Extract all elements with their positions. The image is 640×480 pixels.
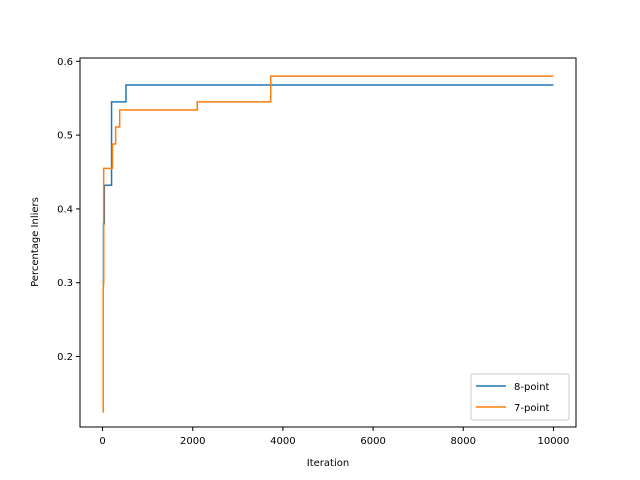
x-tick-label: 4000 bbox=[270, 436, 295, 447]
plot-lines bbox=[102, 75, 554, 413]
x-tick-label: 8000 bbox=[451, 436, 476, 447]
x-tick-label: 0 bbox=[99, 436, 105, 447]
x-tick-label: 10000 bbox=[538, 436, 570, 447]
y-tick-label: 0.3 bbox=[57, 278, 73, 289]
y-tick-label: 0.6 bbox=[57, 57, 73, 68]
legend: 8-point 7-point bbox=[470, 373, 570, 421]
plot-frame bbox=[79, 57, 577, 428]
y-tick-label: 0.4 bbox=[57, 204, 73, 215]
legend-label-8-point: 8-point bbox=[514, 382, 550, 393]
series-line-8-point bbox=[102, 84, 554, 288]
x-tick-label: 2000 bbox=[180, 436, 205, 447]
y-tick-label: 0.5 bbox=[57, 131, 73, 142]
x-axis-ticks: 0 2000 4000 6000 8000 10000 bbox=[99, 427, 569, 447]
series-line-7-point bbox=[102, 75, 554, 413]
y-axis-ticks: 0.2 0.3 0.4 0.5 0.6 bbox=[57, 57, 80, 363]
y-axis-label: Percentage Inliers bbox=[30, 197, 41, 287]
x-tick-label: 6000 bbox=[360, 436, 385, 447]
legend-label-7-point: 7-point bbox=[514, 403, 550, 414]
x-axis-label: Iteration bbox=[307, 458, 349, 469]
y-tick-label: 0.2 bbox=[57, 352, 73, 363]
